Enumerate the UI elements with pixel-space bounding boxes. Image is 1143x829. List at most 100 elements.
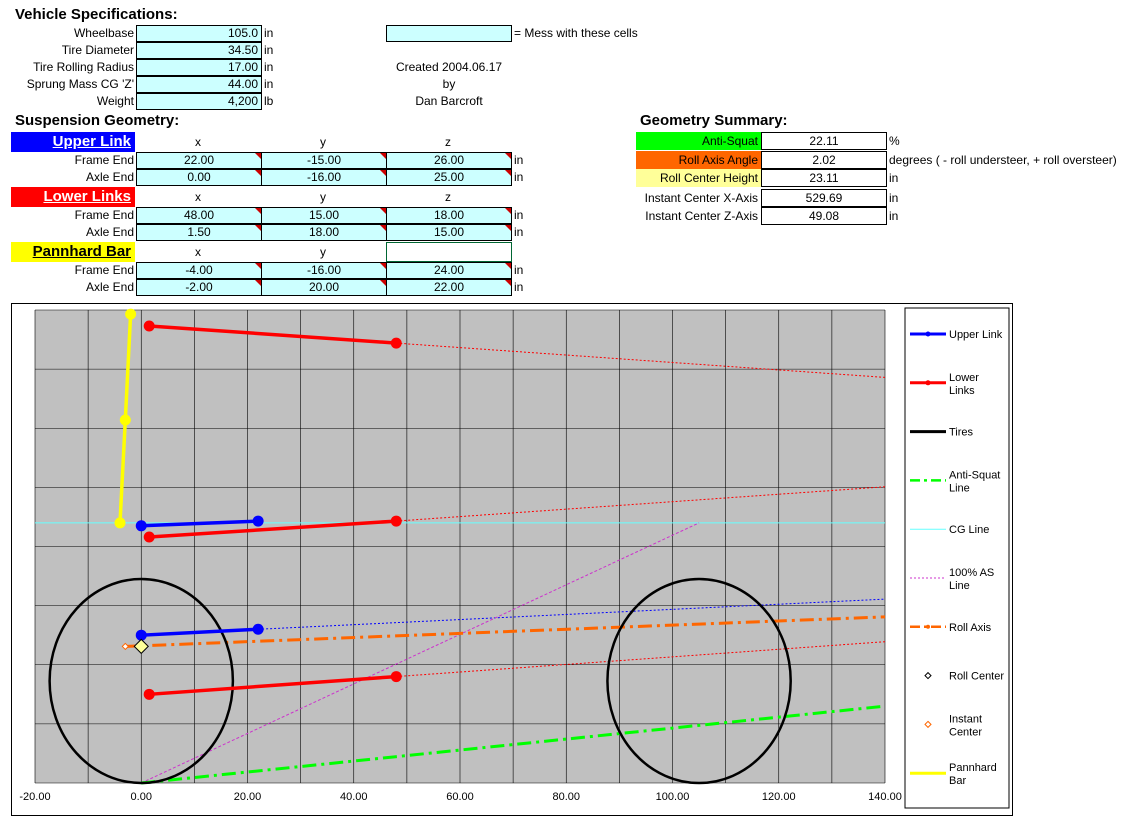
credits-by: by (442, 77, 456, 91)
pannhard-bar-x-cell[interactable]: -4.00 (136, 262, 262, 279)
lower-links-banner: Lower Links (11, 187, 135, 207)
upper-link-z-cell[interactable]: 26.00 (386, 152, 512, 169)
suspension-chart: -20.00 0.00 20.00 40.00 60.00 80.00 100.00 120.… (11, 303, 1013, 816)
input-cell-swatch (386, 25, 512, 42)
upper-link-segment (141, 627, 259, 637)
legend-marker (924, 720, 932, 729)
legend-label: Center (949, 726, 982, 738)
lower-links-col-y: y (320, 190, 326, 204)
vehicle-spec-unit: in (264, 60, 274, 74)
pannhard-bar-col-x: x (195, 245, 201, 259)
pannhard-bar-point (114, 517, 126, 529)
summary-label: Anti-Squat (636, 132, 761, 150)
upper-link-unit: in (514, 170, 524, 184)
vehicle-spec-label: Tire Diameter (61, 43, 134, 57)
legend-label: Pannhard (949, 762, 997, 774)
upper-link-x-cell[interactable]: 0.00 (136, 169, 262, 186)
pannhard-bar-row-label: Frame End (74, 263, 134, 277)
lower-links-unit: in (514, 225, 524, 239)
legend-label: Anti-Squat (949, 469, 1000, 481)
extension-line (396, 486, 885, 522)
upper-link-row-label: Axle End (85, 170, 134, 184)
x-tick-label: 20.00 (234, 791, 262, 803)
lower-links-row-label: Axle End (85, 225, 134, 239)
vehicle-spec-value[interactable]: 105.0 (136, 25, 262, 42)
x-tick-label: 0.00 (131, 791, 152, 803)
lower-links-x-cell[interactable]: 48.00 (136, 207, 262, 224)
legend-label: Line (949, 482, 970, 494)
summary-label: Instant Center Z-Axis (636, 207, 761, 225)
x-tick-label: 40.00 (340, 791, 368, 803)
summary-value: 23.11 (761, 169, 887, 187)
x-tick-label: 120.00 (762, 791, 796, 803)
summary-unit: % (889, 134, 900, 148)
lower-links-y-cell[interactable]: 18.00 (261, 224, 387, 241)
upper-link-point (252, 623, 264, 635)
pannhard-bar-banner: Pannhard Bar (11, 242, 135, 262)
roll-center-point (133, 638, 149, 655)
vehicle-spec-unit: lb (264, 94, 274, 108)
pannhard-bar-unit: in (514, 280, 524, 294)
summary-value: 49.08 (761, 207, 887, 225)
chart-svg: -20.00 0.00 20.00 40.00 60.00 80.00 100.00 120.… (19, 307, 1010, 809)
suspension-geometry-title: Suspension Geometry: (15, 112, 180, 129)
lower-link-segment (149, 519, 397, 539)
upper-link-x-cell[interactable]: 22.00 (136, 152, 262, 169)
credits-author: Dan Barcroft (415, 94, 483, 108)
legend-label: Bar (949, 775, 966, 787)
pannhard-bar-x-cell[interactable]: -2.00 (136, 279, 262, 296)
summary-label: Roll Axis Angle (636, 151, 761, 169)
upper-link-z-cell[interactable]: 25.00 (386, 169, 512, 186)
upper-link-col-z: z (445, 135, 451, 149)
legend-label: Roll Center (949, 671, 1004, 683)
legend-label: Links (949, 385, 975, 397)
lower-links-unit: in (514, 208, 524, 222)
lower-link-point (143, 688, 155, 700)
x-tick-label: 60.00 (446, 791, 474, 803)
lower-link-point (143, 320, 155, 332)
upper-link-y-cell[interactable]: -15.00 (261, 152, 387, 169)
upper-link-point (135, 520, 147, 532)
pannhard-bar-point (125, 308, 137, 320)
tire-circle (48, 577, 235, 785)
x-tick-label: -20.00 (19, 791, 50, 803)
lower-link-segment (149, 674, 397, 697)
lower-link-segment (149, 324, 397, 345)
geometry-summary-title: Geometry Summary: (640, 112, 788, 129)
extension-line (258, 598, 885, 630)
vehicle-spec-label: Tire Rolling Radius (33, 60, 134, 74)
legend-label: Lower (949, 372, 979, 384)
lower-links-z-cell[interactable]: 18.00 (386, 207, 512, 224)
legend-label: Upper Link (949, 329, 1003, 341)
legend-label: Instant (949, 713, 982, 725)
as100-line (141, 522, 700, 784)
pannhard-bar-y-cell[interactable]: 20.00 (261, 279, 387, 296)
legend-marker (925, 331, 931, 337)
summary-unit: in (889, 171, 899, 185)
summary-unit: in (889, 191, 899, 205)
vehicle-spec-value[interactable]: 34.50 (136, 42, 262, 59)
vehicle-spec-label: Weight (96, 94, 134, 108)
vehicle-specs-title: Vehicle Specifications: (15, 6, 178, 23)
legend-label: CG Line (949, 524, 989, 536)
summary-value: 529.69 (761, 189, 887, 207)
vehicle-spec-label: Wheelbase (73, 26, 134, 40)
vehicle-spec-unit: in (264, 77, 274, 91)
vehicle-spec-value[interactable]: 4,200 (136, 93, 262, 110)
lower-link-point (143, 531, 155, 543)
legend-marker (926, 624, 930, 629)
lower-links-z-cell[interactable]: 15.00 (386, 224, 512, 241)
pannhard-bar-selected-cell[interactable] (386, 242, 512, 262)
credits-created: Created 2004.06.17 (395, 60, 503, 74)
lower-links-x-cell[interactable]: 1.50 (136, 224, 262, 241)
upper-link-y-cell[interactable]: -16.00 (261, 169, 387, 186)
vehicle-spec-value[interactable]: 17.00 (136, 59, 262, 76)
pannhard-bar-z-cell[interactable]: 22.00 (386, 279, 512, 296)
vehicle-spec-value[interactable]: 44.00 (136, 76, 262, 93)
pannhard-bar-z-cell[interactable]: 24.00 (386, 262, 512, 279)
lower-links-y-cell[interactable]: 15.00 (261, 207, 387, 224)
lower-link-point (390, 515, 402, 527)
legend-box (904, 307, 1010, 809)
lower-links-col-x: x (195, 190, 201, 204)
pannhard-bar-y-cell[interactable]: -16.00 (261, 262, 387, 279)
